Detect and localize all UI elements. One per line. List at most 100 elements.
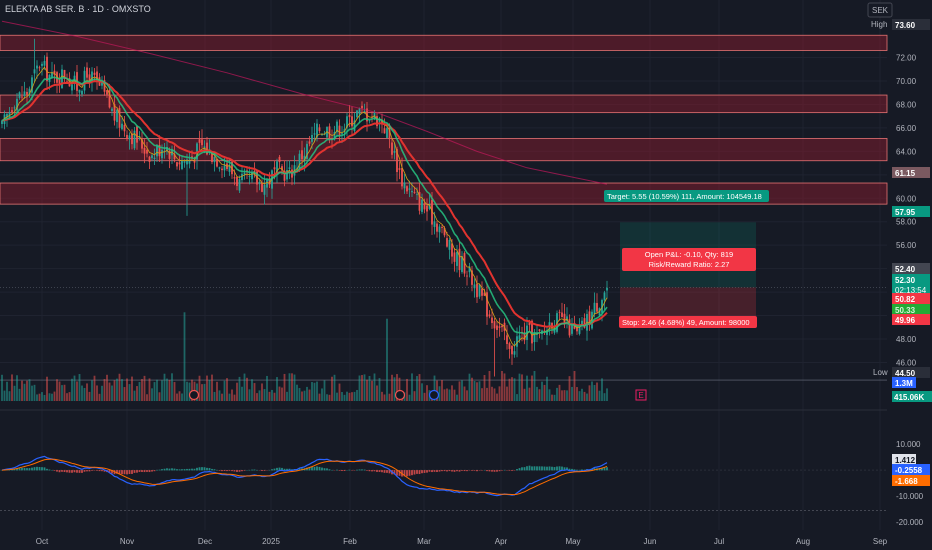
candle-body (341, 133, 343, 135)
volume-bar (531, 375, 533, 401)
histogram-bar (108, 470, 111, 473)
histogram-bar (38, 467, 41, 471)
candle-body (383, 128, 386, 134)
candle-body (473, 284, 476, 289)
histogram-bar (378, 470, 381, 472)
volume-bar (346, 391, 348, 401)
candle-body (101, 82, 103, 86)
histogram-bar (571, 468, 573, 471)
histogram-bar (101, 470, 103, 472)
time-tick-label: Aug (796, 537, 810, 546)
stop-price: 49.96 (895, 316, 916, 325)
candle-body (128, 135, 131, 140)
histogram-bar (16, 468, 18, 471)
histogram-bar (183, 469, 186, 471)
volume-bar (441, 380, 443, 401)
candle-body (146, 149, 148, 154)
histogram-bar (448, 470, 451, 472)
histogram-bar (206, 467, 208, 471)
earnings-event-marker[interactable] (635, 389, 647, 401)
volume-bar (343, 394, 346, 401)
candle-body (436, 223, 438, 232)
volume-bar (436, 380, 438, 401)
currency-box[interactable] (867, 2, 893, 18)
volume-bar (16, 375, 18, 401)
volume-bar (168, 379, 171, 401)
bid-price-tag (892, 293, 930, 304)
volume-bar (11, 374, 13, 401)
histogram-bar (373, 470, 376, 472)
candle-body (466, 275, 468, 277)
candle-body (443, 228, 446, 236)
volume-bar (548, 389, 551, 401)
candle-body (13, 107, 16, 109)
histogram-bar (253, 469, 256, 471)
candle-body (173, 154, 176, 160)
volume-bar (71, 378, 73, 401)
volume-bar (111, 385, 113, 401)
symbol-title[interactable]: ELEKTA AB SER. B · 1D · OMXSTO (5, 4, 151, 14)
volume-bar (56, 379, 58, 401)
histogram-bar (126, 470, 128, 475)
volume-bar (171, 373, 173, 401)
candle-body (441, 227, 443, 228)
candle-body (588, 311, 591, 324)
candle-body (288, 167, 291, 169)
volume-bar (568, 376, 571, 401)
histogram-bar (578, 469, 581, 471)
volume-bar (66, 393, 68, 401)
volume-bar (366, 379, 368, 401)
histogram-bar (383, 470, 386, 473)
volume-bar (473, 380, 476, 401)
time-tick-label: Apr (495, 537, 508, 546)
candle-body (213, 157, 216, 163)
candle-body (418, 192, 421, 211)
histogram-bar (136, 470, 138, 473)
candle-body (408, 188, 411, 190)
candle-body (51, 72, 53, 78)
loss-zone (620, 287, 756, 317)
volume-bar (91, 380, 93, 401)
volume-bar (356, 389, 358, 401)
candle-body (251, 172, 253, 180)
volume-bar (123, 387, 126, 401)
histogram-bar (556, 466, 558, 471)
target-price-tag (892, 206, 930, 217)
histogram-bar (416, 470, 418, 474)
histogram-bar (406, 470, 408, 477)
histogram-bar (413, 470, 416, 475)
histogram-bar (436, 470, 438, 473)
volume-bar (386, 318, 388, 401)
bar-countdown: 02:13:54 (895, 286, 927, 295)
candle-body (593, 302, 596, 315)
candle-body (523, 332, 526, 341)
candle-body (433, 221, 436, 227)
histogram-bar (298, 468, 301, 471)
histogram-bar (568, 468, 571, 471)
volume-bar (118, 373, 121, 401)
histogram-bar (411, 470, 413, 476)
histogram-bar (168, 468, 171, 471)
histogram-bar (18, 467, 21, 471)
histogram-bar (473, 470, 476, 471)
volume-bar (156, 379, 158, 401)
time-tick-label: May (565, 537, 580, 546)
histogram-bar (428, 470, 431, 472)
volume-bar (448, 389, 451, 401)
candle-body (401, 167, 403, 187)
volume-bar (511, 377, 513, 401)
histogram-bar (201, 467, 203, 471)
histogram-bar (306, 467, 308, 471)
histogram-bar (141, 470, 143, 472)
candle-body (438, 226, 441, 233)
histogram-bar (146, 470, 148, 472)
candle-body (181, 160, 183, 169)
histogram-bar (521, 467, 523, 471)
volume-bar (486, 387, 488, 401)
histogram-bar (536, 466, 538, 471)
candle-body (463, 253, 466, 274)
candle-body (363, 110, 366, 113)
volume-bar (571, 386, 573, 401)
volume-bar (426, 385, 428, 401)
